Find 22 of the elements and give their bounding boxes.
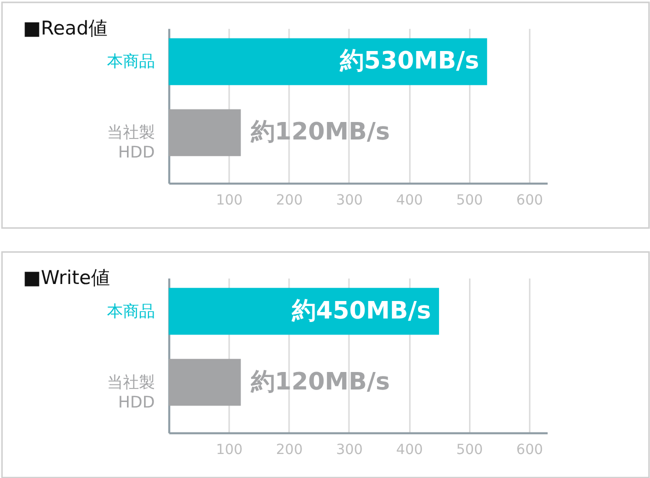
x-tick-label: 400 bbox=[396, 192, 423, 209]
x-tick-label: 100 bbox=[216, 192, 243, 209]
data-label: 約120MB/s bbox=[250, 367, 390, 396]
x-tick-label: 400 bbox=[396, 442, 423, 458]
y-tick-label: 当社製 HDD bbox=[106, 122, 155, 162]
data-label: 約530MB/s bbox=[338, 46, 480, 75]
x-tick-label: 100 bbox=[216, 442, 243, 458]
x-tick-label: 500 bbox=[456, 442, 483, 458]
data-label: 約120MB/s bbox=[250, 118, 390, 146]
y-tick-label: 本商品 bbox=[106, 301, 155, 320]
x-tick-label: 200 bbox=[276, 442, 303, 458]
y-tick-label: 当社製 HDD bbox=[106, 372, 155, 412]
x-tick-label: 200 bbox=[276, 192, 303, 209]
chart-title: ■Write値 bbox=[22, 266, 110, 289]
x-tick-label: 300 bbox=[336, 442, 363, 458]
x-tick-label: 600 bbox=[516, 192, 543, 209]
data-label: 約450MB/s bbox=[290, 296, 432, 324]
x-tick-label: 300 bbox=[336, 192, 363, 209]
y-tick-label: 本商品 bbox=[106, 52, 155, 71]
chart-title: ■Read値 bbox=[22, 17, 108, 40]
x-tick-label: 500 bbox=[456, 192, 483, 209]
x-tick-label: 600 bbox=[516, 442, 543, 458]
